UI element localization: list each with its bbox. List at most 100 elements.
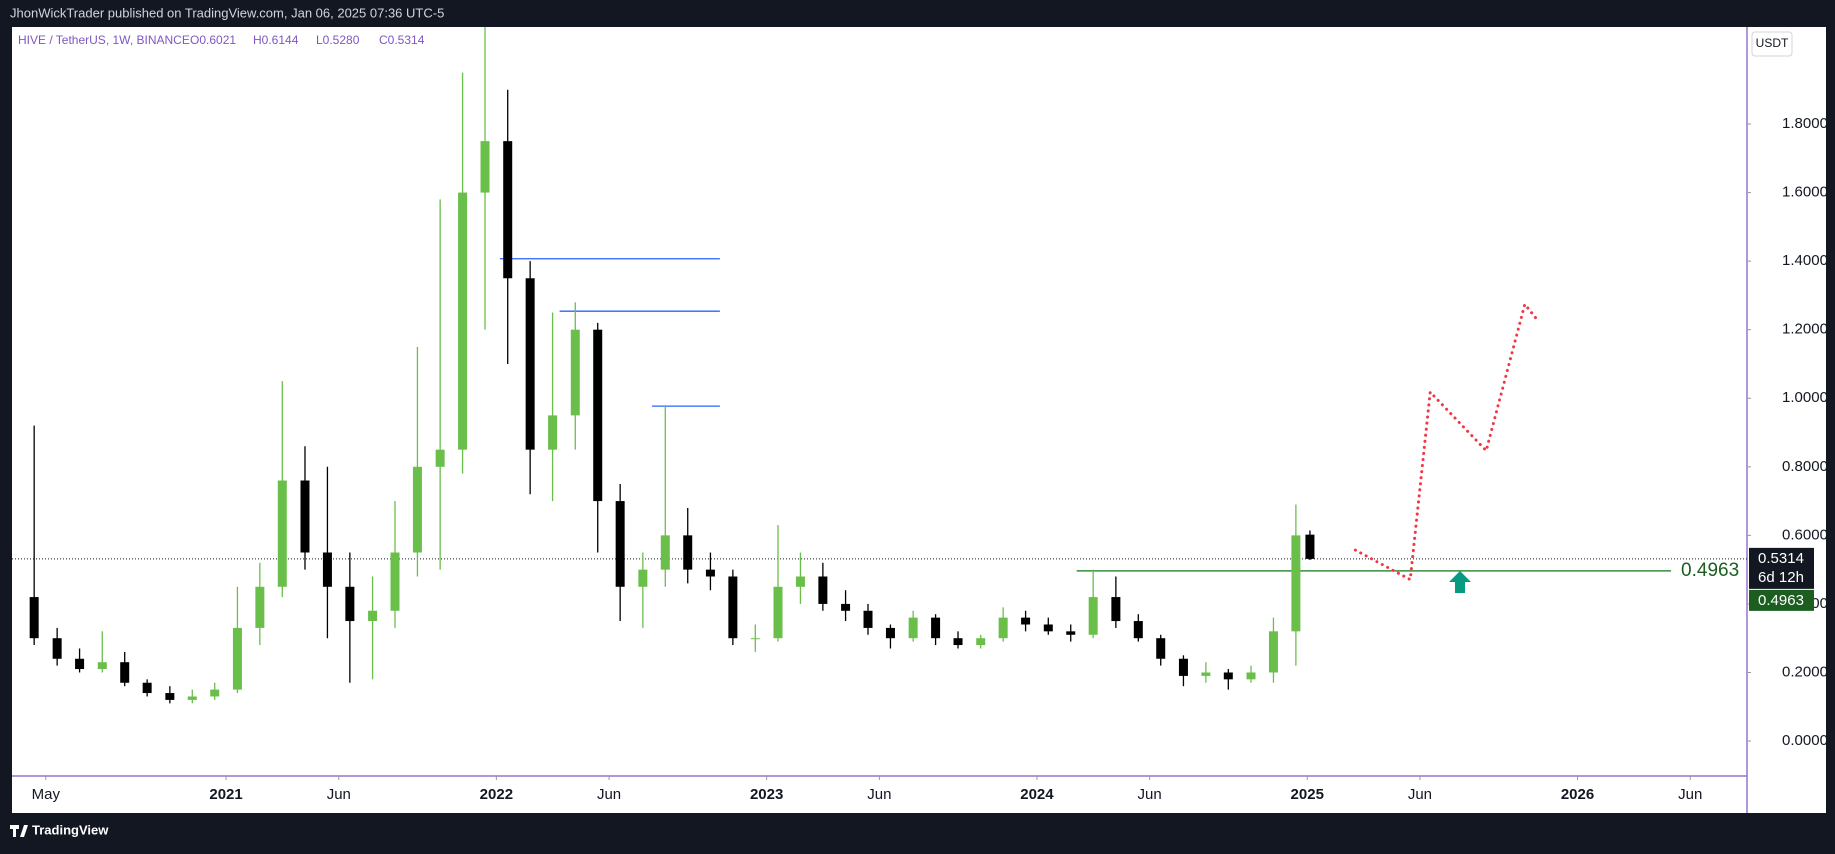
candle-body bbox=[1133, 621, 1143, 639]
candle-body bbox=[75, 658, 85, 670]
candle-body bbox=[1201, 672, 1211, 676]
x-tick-label: Jun bbox=[597, 786, 621, 803]
candle-body bbox=[660, 535, 670, 570]
x-tick-label: 2024 bbox=[1020, 786, 1054, 803]
candle-body bbox=[1156, 638, 1166, 659]
candle-body bbox=[52, 638, 62, 659]
candle-body bbox=[142, 682, 152, 694]
x-tick-label: 2026 bbox=[1561, 786, 1594, 803]
ohlc-value: C0.5314 bbox=[379, 33, 425, 47]
symbol-title: HIVE / TetherUS, 1W, BINANCE bbox=[18, 33, 190, 47]
candle-body bbox=[525, 278, 535, 450]
candle-body bbox=[120, 662, 130, 683]
ohlc-value: H0.6144 bbox=[253, 33, 299, 47]
countdown-label: 6d 12h bbox=[1758, 569, 1804, 586]
candle-body bbox=[548, 415, 558, 450]
candle-body bbox=[187, 696, 197, 700]
candle-body bbox=[345, 586, 355, 622]
x-tick-label: Jun bbox=[1138, 786, 1162, 803]
candle-body bbox=[1021, 617, 1031, 625]
last-price-label: 0.5314 bbox=[1758, 550, 1804, 567]
candle-body bbox=[1246, 672, 1256, 680]
candle-body bbox=[841, 603, 851, 611]
candle-body bbox=[435, 449, 445, 467]
candle-body bbox=[390, 552, 400, 611]
ohlc-value: O0.6021 bbox=[190, 33, 236, 47]
candle-body bbox=[908, 617, 918, 639]
support-label: 0.4963 bbox=[1681, 560, 1739, 581]
support-box bbox=[1749, 589, 1814, 611]
candle-body bbox=[1268, 631, 1278, 673]
candle-body bbox=[638, 569, 648, 587]
y-tick-label: 1.2000 bbox=[1782, 321, 1828, 338]
candle-body bbox=[29, 597, 39, 639]
candle-body bbox=[165, 693, 175, 700]
candle-body bbox=[97, 662, 107, 670]
candle-body bbox=[480, 141, 490, 193]
candle-body bbox=[705, 569, 715, 577]
footer-logo bbox=[10, 825, 28, 837]
ohlc-value: L0.5280 bbox=[316, 33, 360, 47]
footer-brand: TradingView bbox=[32, 822, 109, 837]
candle-body bbox=[615, 501, 625, 587]
candle-body bbox=[885, 627, 895, 639]
x-tick-label: Jun bbox=[1678, 786, 1702, 803]
candle-body bbox=[1291, 535, 1301, 632]
candle-body bbox=[773, 586, 783, 639]
last-price-box bbox=[1749, 547, 1814, 589]
candle-body bbox=[795, 576, 805, 587]
candle-body bbox=[1111, 597, 1121, 622]
ohlc-legend: O0.6021 H0.6144 L0.5280 C0.5314 bbox=[190, 33, 425, 47]
plot bbox=[12, 27, 1747, 704]
candle-body bbox=[503, 141, 513, 279]
header-text: JhonWickTrader published on TradingView.… bbox=[10, 5, 444, 20]
x-tick-label: 2025 bbox=[1291, 786, 1324, 803]
candle-body bbox=[1066, 631, 1076, 635]
currency-label: USDT bbox=[1756, 36, 1789, 50]
projection-path bbox=[1353, 301, 1541, 582]
candle-body bbox=[1178, 658, 1188, 676]
x-tick-label: 2021 bbox=[209, 786, 242, 803]
x-tick-label: May bbox=[32, 786, 61, 803]
candle-body bbox=[255, 586, 265, 628]
y-tick-label: 0.6000 bbox=[1782, 526, 1828, 543]
y-tick-label: 0.0000 bbox=[1782, 732, 1828, 749]
y-tick-label: 1.8000 bbox=[1782, 115, 1828, 132]
candle-body bbox=[953, 638, 963, 646]
chart-area bbox=[12, 27, 1826, 813]
candle-body bbox=[210, 689, 220, 697]
y-tick-label: 1.4000 bbox=[1782, 252, 1828, 269]
candle-body bbox=[1043, 624, 1053, 632]
candle-body bbox=[593, 329, 603, 502]
candle-body bbox=[683, 535, 693, 570]
candle-body bbox=[976, 638, 986, 646]
candle-body bbox=[750, 638, 760, 640]
x-tick-label: 2023 bbox=[750, 786, 783, 803]
candle-body bbox=[818, 576, 828, 604]
candle-body bbox=[322, 552, 332, 587]
y-tick-label: 1.0000 bbox=[1782, 389, 1828, 406]
candle-body bbox=[1223, 672, 1233, 680]
y-tick-label: 0.2000 bbox=[1782, 663, 1828, 680]
candle-body bbox=[232, 627, 242, 690]
support-axis-label: 0.4963 bbox=[1758, 592, 1804, 609]
x-tick-label: Jun bbox=[1408, 786, 1432, 803]
candle-body bbox=[412, 466, 422, 553]
axes: 0.00000.20000.40000.60000.80001.00001.20… bbox=[32, 115, 1828, 803]
x-tick-label: Jun bbox=[867, 786, 891, 803]
candle-body bbox=[368, 610, 378, 622]
candle-body bbox=[277, 480, 287, 587]
candle-body bbox=[300, 480, 310, 553]
candle-body bbox=[1305, 534, 1315, 559]
candle-body bbox=[1088, 597, 1098, 635]
candle-body bbox=[570, 329, 580, 416]
up-arrow bbox=[1449, 571, 1471, 593]
currency-box bbox=[1751, 31, 1793, 57]
candle-body bbox=[931, 617, 941, 639]
candle-body bbox=[458, 192, 468, 450]
candle-body bbox=[998, 617, 1008, 639]
x-tick-label: 2022 bbox=[480, 786, 513, 803]
y-tick-label: 0.8000 bbox=[1782, 458, 1828, 475]
